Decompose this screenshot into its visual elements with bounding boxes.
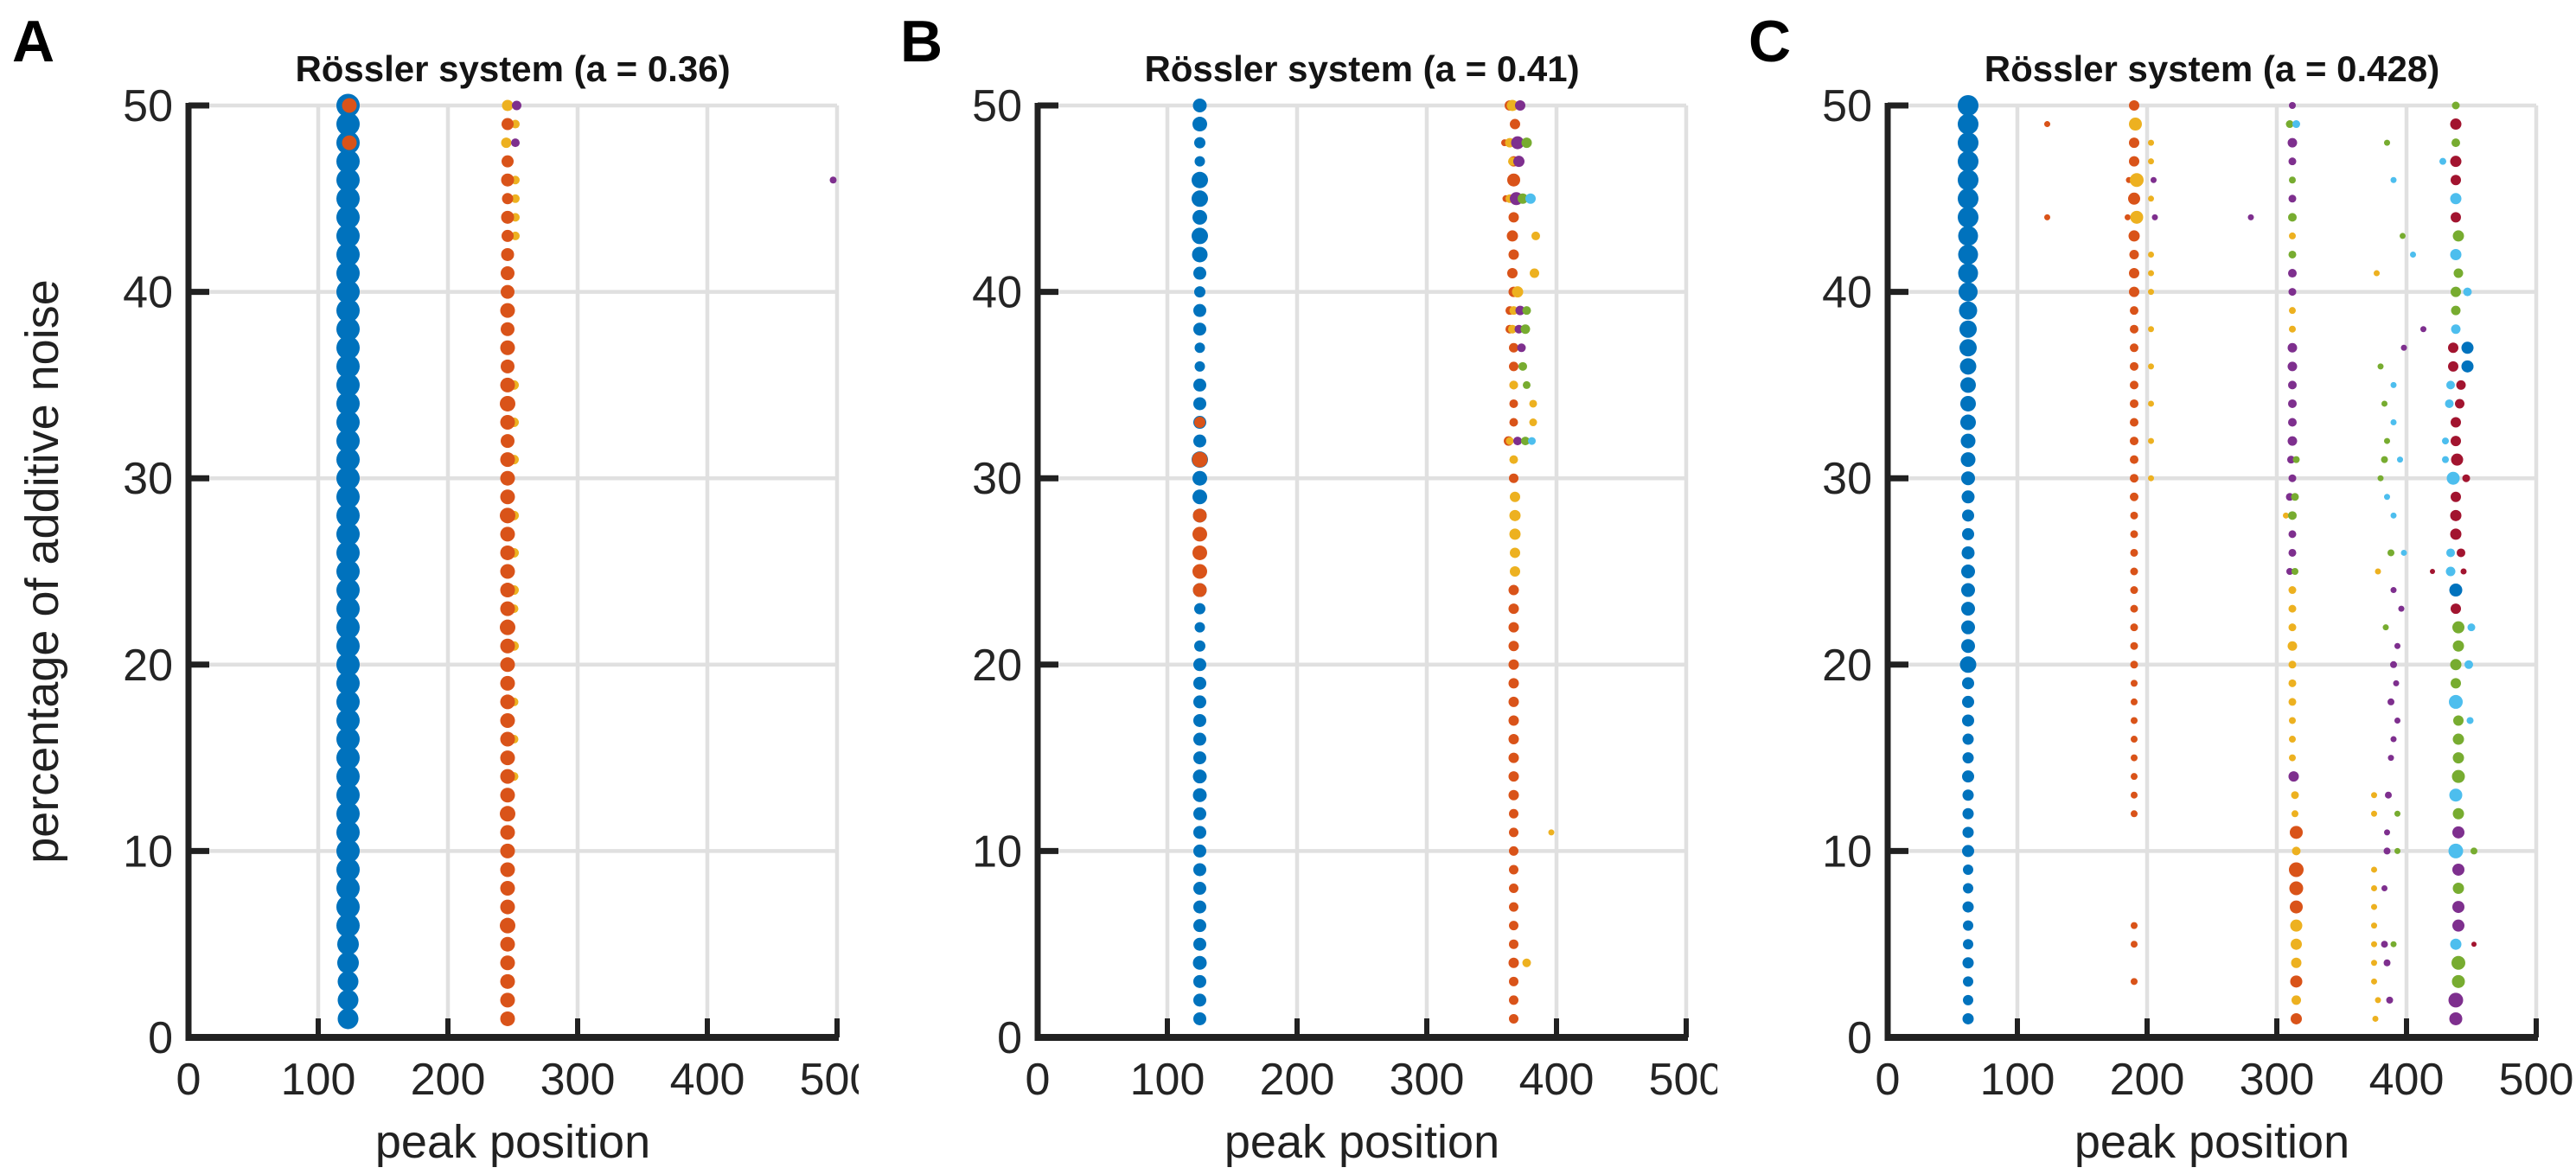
svg-text:500: 500 [800,1055,859,1105]
svg-text:500: 500 [2499,1055,2574,1105]
series-peak-3-purple [511,100,837,184]
series-peak-1-blue [336,93,360,1030]
panel-label-b: B [900,9,943,74]
svg-text:200: 200 [411,1055,486,1105]
y-tick-labels: 0 10 20 30 40 50 [972,81,1022,1063]
x-tick-labels: 0 100 200 300 400 500 [1026,1055,1717,1105]
svg-text:40: 40 [972,268,1022,318]
series-peak-2-orange [342,98,515,1026]
svg-text:50: 50 [1822,81,1872,131]
tick-marks [1035,102,1689,1041]
series-peak-5-cyan [1525,193,1536,445]
svg-text:100: 100 [1980,1055,2055,1105]
svg-text:30: 30 [1822,454,1872,504]
svg-text:100: 100 [1130,1055,1205,1105]
grid-lines [1038,103,1689,1037]
tick-marks [186,102,840,1041]
svg-text:40: 40 [1822,268,1872,318]
svg-text:0: 0 [176,1055,201,1105]
series-peak-1-blue [1958,95,1978,1024]
svg-text:30: 30 [972,454,1022,504]
axes [1884,103,2538,1041]
svg-text:0: 0 [148,1013,173,1063]
axes [1034,103,1688,1041]
series-peak-6-cyan [2292,120,2476,950]
svg-text:10: 10 [1822,826,1872,877]
svg-text:30: 30 [123,454,173,504]
chart-title-a: Rössler system (a = 0.36) [295,48,731,89]
series-peak-2-yellow [1505,99,1555,967]
series-peak-2-orange [1192,100,1520,1024]
svg-text:400: 400 [1519,1055,1595,1105]
series-peak-4-green [1518,137,1532,446]
series-peak-2-orange [2044,100,2304,1024]
svg-text:200: 200 [2110,1055,2185,1105]
svg-text:40: 40 [123,268,173,318]
series-peak-3-purple [1510,100,1526,446]
x-axis-label-a: peak position [374,1116,651,1168]
svg-text:50: 50 [972,81,1022,131]
panel-a: A Rössler system (a = 0.36) 0 100 200 300 40… [0,0,859,1174]
series-peak-5-green [2285,101,2477,988]
scatter-plot-c: 0 100 200 300 400 500 0 10 20 30 40 50 [1822,81,2574,1105]
svg-text:0: 0 [997,1013,1022,1063]
svg-text:10: 10 [972,826,1022,877]
scatter-plot-a: 0 100 200 300 400 500 0 10 20 30 40 50 [123,81,859,1105]
svg-text:400: 400 [2369,1055,2445,1105]
series-peak-3-yellow [2129,118,2381,1022]
svg-text:20: 20 [123,641,173,691]
y-axis-label: percentage of additive noise [16,279,68,864]
svg-text:200: 200 [1260,1055,1335,1105]
chart-title-c: Rössler system (a = 0.428) [1984,48,2440,89]
x-axis-label-b: peak position [1224,1116,1500,1168]
svg-text:300: 300 [1390,1055,1465,1105]
grid-lines [1888,103,2539,1037]
x-axis-label-c: peak position [2074,1116,2350,1168]
series-peak-4-purple [2151,102,2464,1025]
svg-text:20: 20 [972,641,1022,691]
svg-text:20: 20 [1822,641,1872,691]
svg-text:400: 400 [670,1055,745,1105]
tick-marks [1885,102,2539,1041]
panel-label-c: C [1748,9,1792,74]
chart-title-b: Rössler system (a = 0.41) [1144,48,1580,89]
svg-text:0: 0 [1847,1013,1872,1063]
svg-text:300: 300 [2240,1055,2315,1105]
panel-c: C Rössler system (a = 0.428) 0 100 200 300 4… [1717,0,2576,1174]
svg-text:10: 10 [123,826,173,877]
y-tick-labels: 0 10 20 30 40 50 [123,81,173,1063]
scatter-plot-b: 0 100 200 300 400 500 0 10 20 30 40 50 [972,81,1717,1105]
series-peak-7-maroon [2430,118,2477,947]
panel-label-a: A [12,9,55,74]
y-tick-labels: 0 10 20 30 40 50 [1822,81,1872,1063]
x-tick-labels: 0 100 200 300 400 500 [176,1055,859,1105]
svg-text:100: 100 [281,1055,356,1105]
svg-text:0: 0 [1876,1055,1901,1105]
svg-text:0: 0 [1026,1055,1051,1105]
svg-text:300: 300 [540,1055,616,1105]
series-peak-1-blue [1192,99,1208,1025]
svg-text:500: 500 [1649,1055,1717,1105]
panel-b: B Rössler system (a = 0.41) 0 100 200 300 40… [859,0,1717,1174]
series-peak-8-blue [2449,341,2474,597]
x-tick-labels: 0 100 200 300 400 500 [1876,1055,2574,1105]
svg-text:50: 50 [123,81,173,131]
axes [185,103,839,1041]
